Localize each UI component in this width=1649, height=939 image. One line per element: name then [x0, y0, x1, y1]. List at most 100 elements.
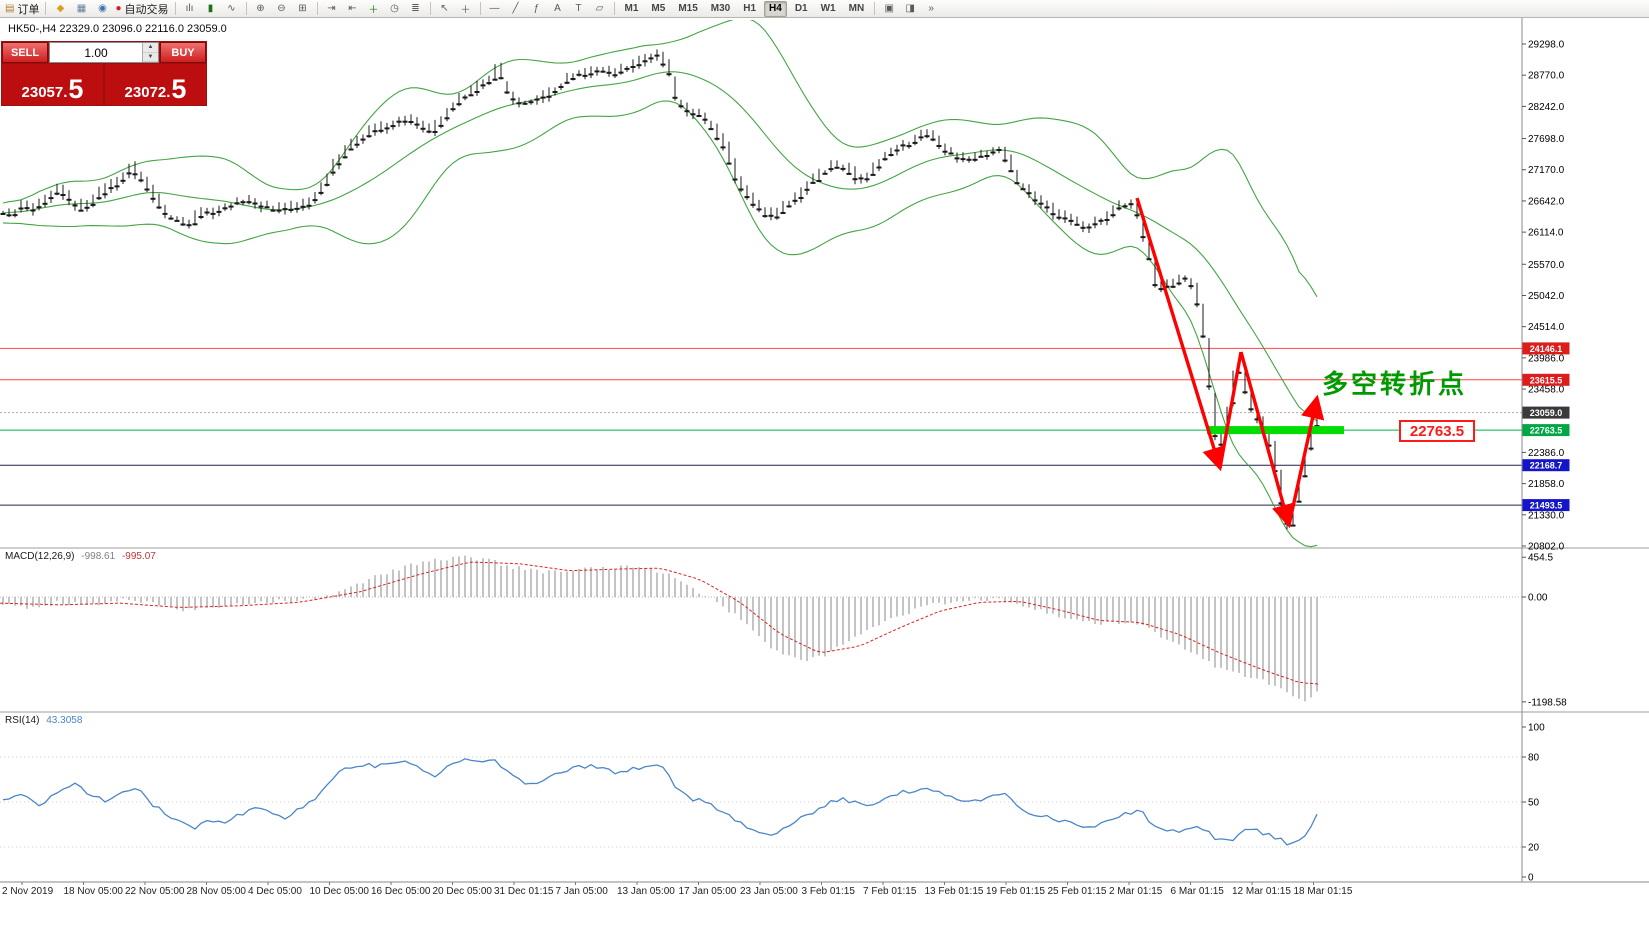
timeframe-button-mn[interactable]: MN: [848, 3, 865, 14]
tile-windows-icon[interactable]: ⊞: [293, 1, 313, 17]
svg-text:13 Feb 01:15: 13 Feb 01:15: [925, 886, 984, 897]
new-order-button-label: 订单: [17, 3, 40, 16]
macd-name: MACD(12,26,9): [5, 551, 75, 562]
svg-text:28 Nov 05:00: 28 Nov 05:00: [187, 886, 247, 897]
svg-text:22386.0: 22386.0: [1528, 448, 1565, 459]
volume-down-button[interactable]: ▼: [143, 52, 158, 62]
svg-text:28242.0: 28242.0: [1528, 102, 1565, 113]
indicators-icon[interactable]: ＋: [364, 1, 384, 17]
bollinger-upper: [2, 20, 1318, 298]
bar-chart-icon[interactable]: ılı: [180, 1, 200, 17]
volume-stepper[interactable]: 1.00 ▲ ▼: [49, 42, 159, 63]
depth-of-market-icon-glyph: ▣: [884, 3, 894, 14]
new-order-button[interactable]: ▤ 订单: [3, 1, 41, 17]
svg-text:23 Jan 05:00: 23 Jan 05:00: [740, 886, 798, 897]
profile-icon[interactable]: ◉: [92, 1, 112, 17]
svg-text:3 Feb 01:15: 3 Feb 01:15: [802, 886, 856, 897]
svg-text:50: 50: [1528, 798, 1540, 809]
svg-text:2 Mar 01:15: 2 Mar 01:15: [1109, 886, 1163, 897]
macd-signal-value: -995.07: [121, 551, 156, 562]
rsi-name: RSI(14): [5, 715, 40, 726]
zoom-in-icon[interactable]: ⊕: [251, 1, 271, 17]
svg-text:6 Mar 01:15: 6 Mar 01:15: [1171, 886, 1225, 897]
svg-text:26114.0: 26114.0: [1528, 228, 1564, 239]
fibonacci-icon-glyph: ƒ: [533, 3, 540, 14]
toolbar-separator: [245, 2, 247, 15]
svg-text:12 Mar 01:15: 12 Mar 01:15: [1232, 886, 1291, 897]
text-icon[interactable]: A: [548, 1, 568, 17]
periods-icon[interactable]: ◷: [385, 1, 405, 17]
chart-shift-icon[interactable]: ⇤: [343, 1, 363, 17]
one-click-trading-panel: SELL 1.00 ▲ ▼ BUY 23057. 5 23072. 5: [1, 41, 207, 106]
sell-price-fraction: 5: [68, 73, 84, 104]
favorites-icon[interactable]: ◆: [50, 1, 70, 17]
shapes-icon[interactable]: ▱: [590, 1, 610, 17]
timeframe-button-m15[interactable]: M15: [678, 3, 698, 14]
svg-text:18 Mar 01:15: 18 Mar 01:15: [1294, 886, 1353, 897]
buy-button[interactable]: BUY: [160, 42, 206, 63]
svg-text:80: 80: [1528, 753, 1540, 764]
bar-chart-icon-glyph: ılı: [185, 3, 194, 14]
line-chart-icon-glyph: ∿: [227, 3, 236, 14]
print-icon[interactable]: ▦: [71, 1, 91, 17]
svg-text:454.5: 454.5: [1528, 553, 1553, 564]
buy-price-display[interactable]: 23072. 5: [105, 64, 206, 105]
rsi-value: 43.3058: [46, 715, 83, 726]
price-badge: [1522, 373, 1570, 386]
svg-text:20802.0: 20802.0: [1528, 542, 1565, 553]
label-icon[interactable]: T: [569, 1, 589, 17]
timeframe-button-m5[interactable]: M5: [651, 3, 666, 14]
toolbar-separator: [613, 2, 615, 15]
toolbar-more-icon[interactable]: »: [921, 1, 941, 17]
svg-text:0.00: 0.00: [1528, 593, 1548, 604]
autotrading-button[interactable]: ● 自动交易: [113, 1, 170, 17]
line-chart-icon[interactable]: ∿: [222, 1, 242, 17]
support-zone-bar: [1207, 426, 1344, 435]
fibonacci-icon[interactable]: ƒ: [527, 1, 547, 17]
svg-text:28770.0: 28770.0: [1528, 71, 1565, 82]
auto-scroll-icon[interactable]: ⇥: [322, 1, 342, 17]
svg-text:20: 20: [1528, 843, 1540, 854]
crosshair-icon[interactable]: ＋: [456, 1, 476, 17]
timeframe-button-m30[interactable]: M30: [710, 3, 731, 14]
svg-text:25 Feb 01:15: 25 Feb 01:15: [1048, 886, 1107, 897]
svg-text:27170.0: 27170.0: [1528, 165, 1565, 176]
svg-text:4 Dec 05:00: 4 Dec 05:00: [248, 886, 302, 897]
price-badge: [1522, 406, 1570, 419]
profile-icon-glyph: ◉: [98, 3, 107, 14]
svg-text:0: 0: [1528, 873, 1534, 884]
favorites-icon-glyph: ◆: [56, 3, 65, 14]
svg-text:21330.0: 21330.0: [1528, 510, 1565, 521]
price-badge: [1522, 424, 1570, 437]
timeframe-button-d1[interactable]: D1: [794, 3, 808, 14]
hline-icon-glyph: —: [489, 3, 500, 14]
svg-text:25042.0: 25042.0: [1528, 291, 1565, 302]
hline-icon[interactable]: —: [485, 1, 505, 17]
svg-text:26642.0: 26642.0: [1528, 196, 1565, 207]
tile-windows-icon-glyph: ⊞: [298, 3, 307, 14]
svg-text:29298.0: 29298.0: [1528, 40, 1565, 51]
cursor-icon[interactable]: ↖: [435, 1, 455, 17]
timeframe-button-m1[interactable]: M1: [624, 3, 639, 14]
strategy-tester-icon-glyph: ◨: [905, 3, 915, 14]
strategy-tester-icon[interactable]: ◨: [900, 1, 920, 17]
zoom-out-icon[interactable]: ⊖: [272, 1, 292, 17]
timeframe-button-h4[interactable]: H4: [764, 0, 787, 17]
volume-up-button[interactable]: ▲: [143, 43, 158, 53]
svg-text:20 Dec 05:00: 20 Dec 05:00: [433, 886, 493, 897]
depth-of-market-icon[interactable]: ▣: [879, 1, 899, 17]
sell-button[interactable]: SELL: [2, 42, 48, 63]
timeframe-button-h1[interactable]: H1: [743, 3, 757, 14]
timeframe-button-w1[interactable]: W1: [820, 3, 836, 14]
candle-chart-icon[interactable]: ▮: [201, 1, 221, 17]
svg-text:25570.0: 25570.0: [1528, 260, 1565, 271]
svg-text:10 Dec 05:00: 10 Dec 05:00: [310, 886, 370, 897]
macd-pane: [0, 555, 1522, 702]
sell-price-main: 23057.: [21, 84, 68, 101]
svg-text:7 Jan 05:00: 7 Jan 05:00: [556, 886, 609, 897]
trendline-icon[interactable]: ╱: [506, 1, 526, 17]
volume-value[interactable]: 1.00: [84, 45, 108, 60]
chart-settings-icon[interactable]: ≣: [406, 1, 426, 17]
sell-price-display[interactable]: 23057. 5: [2, 64, 103, 105]
